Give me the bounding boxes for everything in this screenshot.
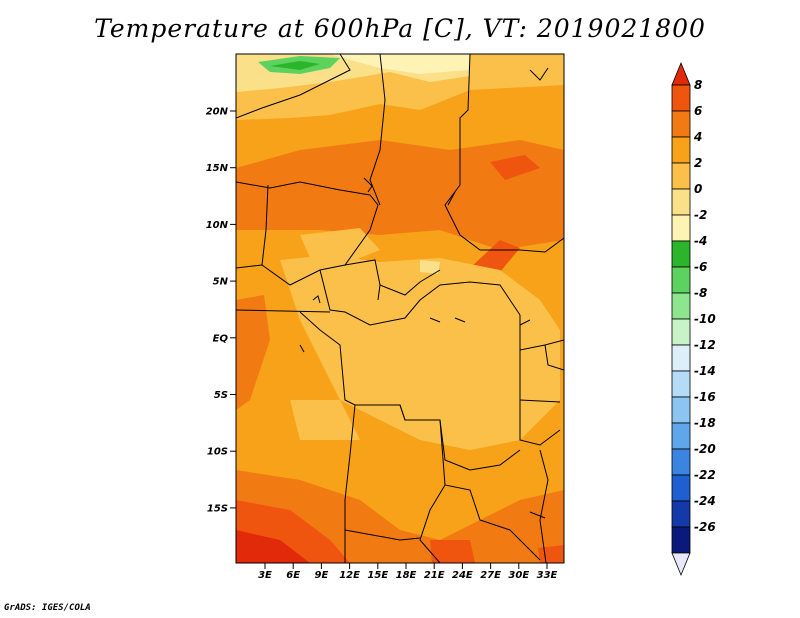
colorbar-segment [671, 500, 691, 528]
colorbar-label: -26 [694, 520, 716, 534]
colorbar-label: 6 [694, 104, 702, 118]
lon-label: 21E [424, 570, 445, 581]
colorbar-segment [671, 266, 691, 294]
temperature-field [236, 54, 564, 563]
colorbar-segment [671, 448, 691, 476]
map-title: Temperature at 600hPa [C], VT: 201902180… [94, 14, 706, 43]
colorbar-segment [671, 344, 691, 372]
country-borders [236, 54, 564, 563]
lat-label: 20N [206, 107, 229, 118]
colorbar-segment [671, 136, 691, 164]
colorbar-label: -12 [694, 338, 716, 352]
colorbar-label: 4 [693, 130, 702, 144]
colorbar-label: -16 [694, 390, 716, 404]
colorbar-bottom-arrow [671, 552, 691, 577]
lon-label: 24E [452, 570, 473, 581]
colorbar-segment [671, 318, 691, 346]
lat-label: 10N [206, 220, 229, 231]
colorbar: 8 6 4 2 0 -2 -4 -6 -8 -10 -12 -14 -16 -18 -20 -22 -24 -26 [671, 61, 716, 577]
colorbar-segment [671, 396, 691, 424]
colorbar-label: -20 [694, 442, 716, 456]
longitude-axis: 3E 6E 9E 12E 15E 18E 21E 24E 27E 30E 33E [258, 563, 558, 581]
lon-label: 3E [258, 570, 272, 581]
credit-text: GrADS: IGES/COLA [4, 603, 91, 613]
colorbar-label: -4 [694, 234, 707, 248]
lon-label: 12E [339, 570, 360, 581]
lat-label: 15S [207, 503, 228, 514]
lat-label: 15N [206, 163, 229, 174]
colorbar-segment [671, 84, 691, 112]
colorbar-label: -14 [694, 364, 716, 378]
lat-label: EQ [213, 333, 229, 344]
lat-label: 5S [214, 390, 228, 401]
colorbar-segment [671, 292, 691, 320]
colorbar-label: -6 [694, 260, 707, 274]
lat-label: 5N [213, 277, 229, 288]
lat-label: 10S [207, 447, 228, 458]
colorbar-label: -22 [694, 468, 716, 482]
colorbar-label: -2 [694, 208, 707, 222]
colorbar-segment [671, 422, 691, 450]
colorbar-segment [671, 526, 691, 554]
lon-label: 15E [367, 570, 388, 581]
colorbar-segment [671, 162, 691, 190]
lon-label: 27E [480, 570, 501, 581]
colorbar-top-arrow [671, 61, 691, 86]
latitude-axis: 20N 15N 10N 5N EQ 5S 10S 15S [206, 107, 236, 514]
colorbar-label: 2 [694, 156, 702, 170]
lon-label: 6E [286, 570, 300, 581]
colorbar-label: -18 [694, 416, 716, 430]
lon-label: 9E [315, 570, 329, 581]
lon-label: 18E [396, 570, 417, 581]
colorbar-label: 0 [694, 182, 702, 196]
colorbar-label: -10 [694, 312, 716, 326]
colorbar-label: 8 [694, 78, 702, 92]
colorbar-label: -8 [694, 286, 707, 300]
colorbar-segment [671, 188, 691, 216]
colorbar-segment [671, 110, 691, 138]
map-frame [235, 53, 565, 564]
colorbar-segment [671, 474, 691, 502]
lon-label: 30E [508, 570, 529, 581]
colorbar-segment [671, 240, 691, 268]
lon-label: 33E [537, 570, 558, 581]
colorbar-segment [671, 214, 691, 242]
colorbar-label: -24 [694, 494, 716, 508]
colorbar-segment [671, 370, 691, 398]
